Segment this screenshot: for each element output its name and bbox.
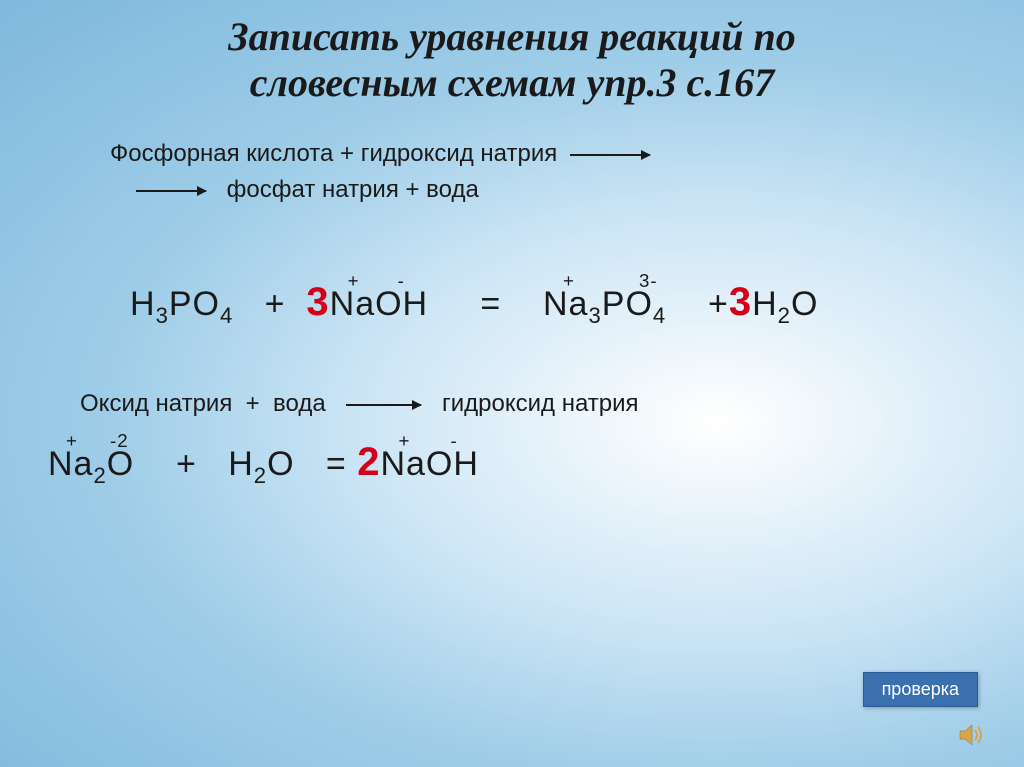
coef-3b: 3 [729,280,752,324]
charge-plus: + [348,270,360,292]
r1-word-part1: Фосфорная кислота + гидроксид натрия [110,140,557,167]
charge-plus: + [66,430,78,452]
reaction2-word: Оксид натрия + вода гидроксид натрия [80,390,639,418]
h2o: H2O [752,285,818,329]
title-line1: Записать уравнения реакций по [228,14,796,59]
r2-word-rhs: гидроксид натрия [442,390,639,417]
plus: + [176,445,197,483]
slide-title: Записать уравнения реакций по словесным … [0,0,1024,106]
na3po4: + 3- Na3PO4 [543,285,666,329]
check-button-label: проверка [882,679,959,699]
reaction1-word: Фосфорная кислота + гидроксид натрия [110,140,656,168]
arrow-icon [136,190,206,192]
arrow-icon [346,404,421,406]
na2o: + -2 Na2O [48,445,134,489]
charge-plus: + [563,270,575,292]
r2-word: Оксид натрия + вода [80,390,326,417]
naoh-2: + - NaOH [380,445,478,484]
charge-minus: - [398,270,405,292]
r1-word-part2: фосфат натрия + вода [227,176,479,203]
plus: + [265,285,286,323]
title-line2: словесным схемам упр.3 с.167 [250,60,775,105]
arrow-icon [570,154,650,156]
charge-minus: - [450,430,457,452]
charge-2minus: -2 [110,430,129,452]
check-button[interactable]: проверка [863,672,978,707]
sound-icon[interactable] [956,721,984,749]
reaction1-equation: H3PO4 + 3 + - NaOH = + 3- Na3PO4 +3 H2O [130,280,818,329]
equals: = [326,445,347,483]
reaction2-equation: + -2 Na2O + H2O = 2 + - NaOH [48,440,479,489]
coef-2: 2 [357,440,380,484]
charge-plus: + [398,430,410,452]
plus: + [708,285,729,323]
equals: = [480,285,501,323]
h3po4: H3PO4 [130,285,233,329]
charge-3minus: 3- [639,270,658,292]
h2o-2: H2O [228,445,294,489]
reaction1-word-cont: фосфат натрия + вода [130,176,479,204]
coef-3a: 3 [306,280,329,324]
naoh: + - NaOH [330,285,428,324]
